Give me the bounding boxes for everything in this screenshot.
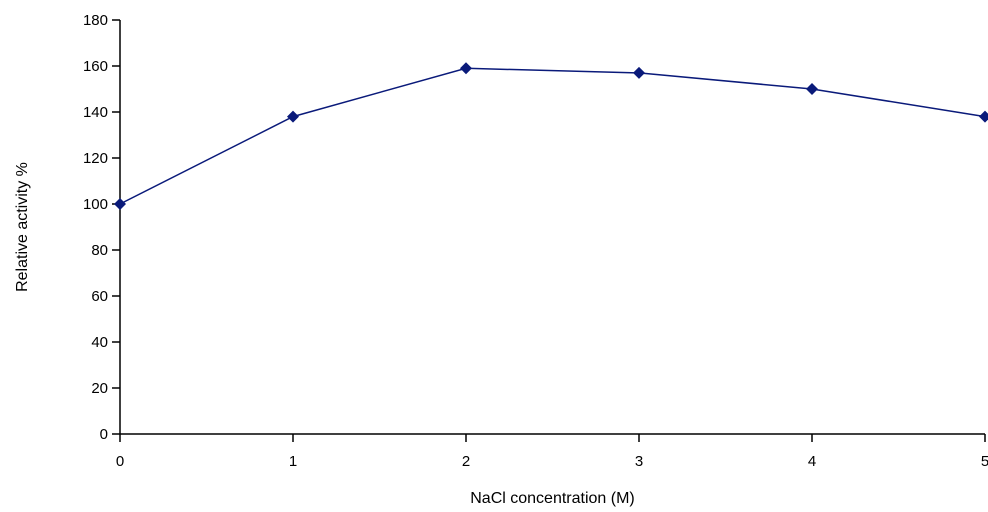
y-tick-label: 20 xyxy=(91,380,108,397)
data-point xyxy=(633,66,645,79)
y-tick-label: 120 xyxy=(83,150,108,167)
data-point xyxy=(806,83,818,95)
x-tick-label: 4 xyxy=(808,453,816,470)
y-axis-ticks: 0 20 40 60 80 100 120 140 160 180 xyxy=(83,12,120,443)
data-point xyxy=(979,110,988,123)
x-tick-label: 1 xyxy=(289,453,297,470)
y-tick-label: 60 xyxy=(91,288,108,305)
x-tick-label: 3 xyxy=(635,453,643,470)
x-tick-label: 2 xyxy=(462,453,470,470)
x-tick-label: 0 xyxy=(116,453,124,470)
y-tick-label: 180 xyxy=(83,12,108,29)
y-tick-label: 100 xyxy=(83,196,108,213)
x-axis-label: NaCl concentration (M) xyxy=(470,490,635,507)
x-axis-ticks: 0 1 2 3 4 5 xyxy=(116,434,988,470)
series-line xyxy=(119,67,986,205)
y-axis-label: Relative activity % xyxy=(14,162,31,292)
data-point xyxy=(460,62,472,75)
y-tick-label: 40 xyxy=(91,334,108,351)
x-tick-label: 5 xyxy=(981,453,988,470)
data-point xyxy=(287,110,299,123)
axes xyxy=(119,20,985,435)
y-tick-label: 0 xyxy=(100,426,108,443)
y-tick-label: 160 xyxy=(83,58,108,75)
series-layer xyxy=(114,62,988,210)
y-tick-label: 80 xyxy=(91,242,108,259)
y-tick-label: 140 xyxy=(83,104,108,121)
data-point xyxy=(114,198,126,210)
